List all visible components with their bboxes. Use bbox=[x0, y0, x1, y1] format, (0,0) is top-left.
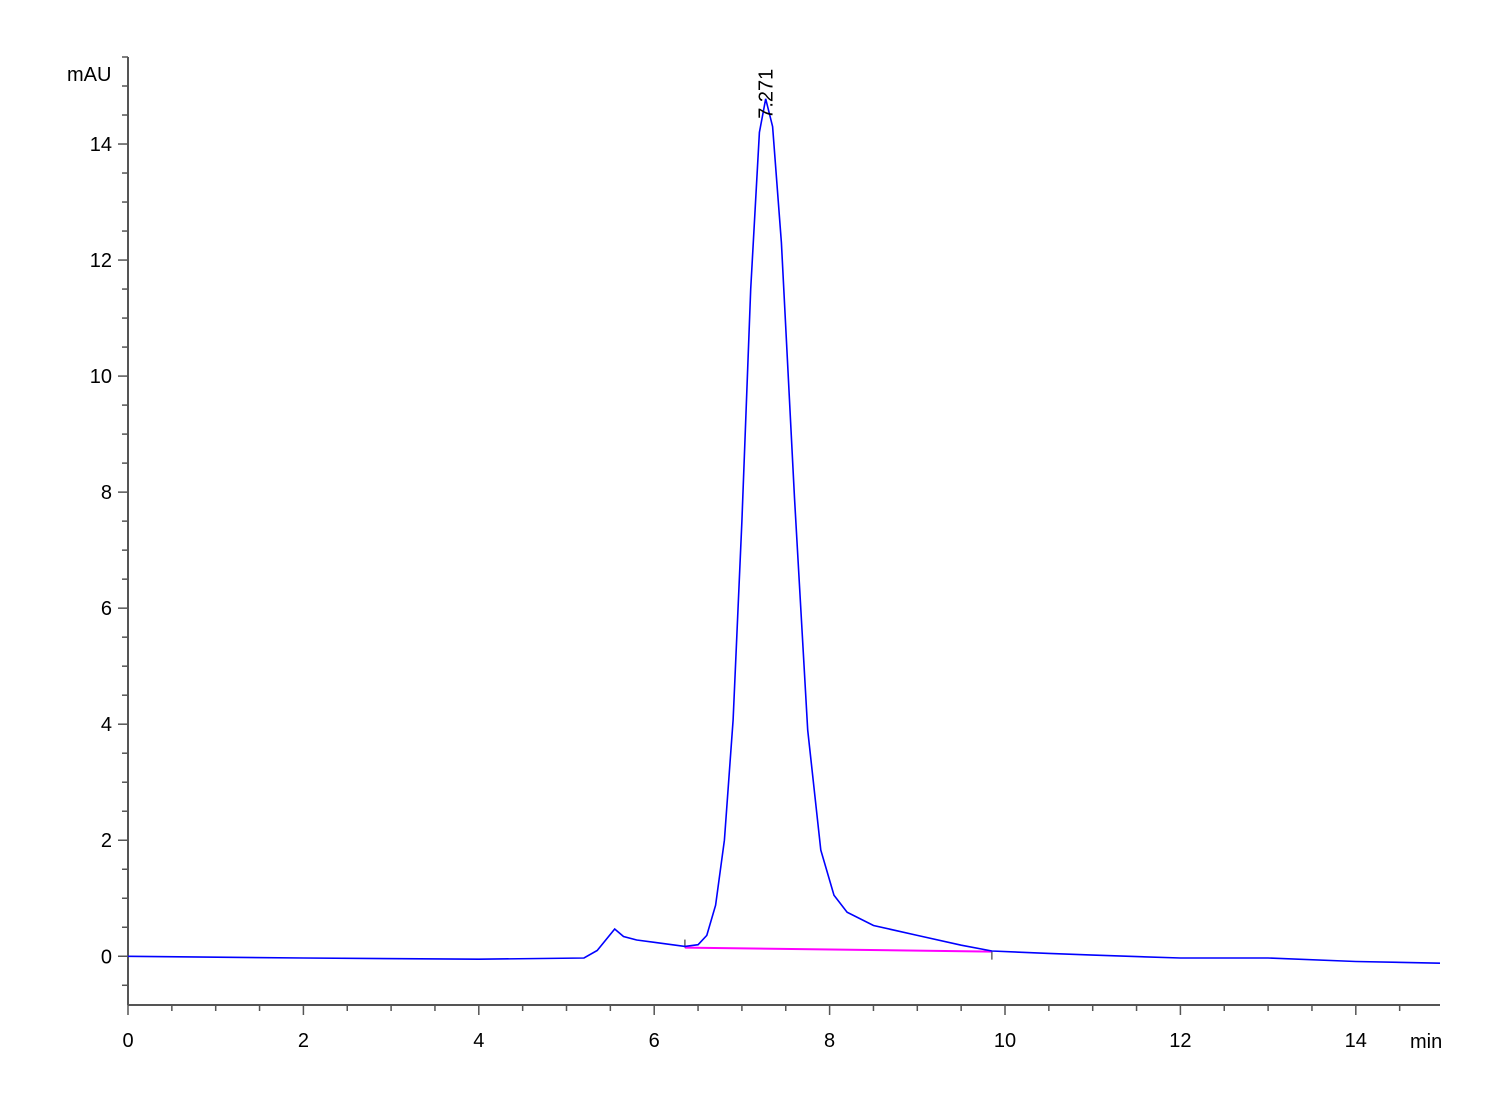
axes bbox=[127, 57, 1440, 1006]
x-tick-label: 2 bbox=[298, 1030, 309, 1052]
x-tick-label: 0 bbox=[122, 1030, 133, 1052]
peak-label: 7.271 bbox=[756, 69, 778, 119]
y-tick-label: 14 bbox=[90, 134, 112, 156]
x-tick-label: 6 bbox=[649, 1030, 660, 1052]
y-axis-label: mAU bbox=[67, 64, 111, 86]
y-tick-label: 4 bbox=[101, 714, 112, 736]
y-tick-label: 2 bbox=[101, 830, 112, 852]
y-tick-label: 6 bbox=[101, 598, 112, 620]
y-tick-label: 10 bbox=[90, 366, 112, 388]
x-tick-label: 10 bbox=[994, 1030, 1016, 1052]
y-tick-label: 0 bbox=[101, 946, 112, 968]
x-tick-label: 4 bbox=[473, 1030, 484, 1052]
y-tick-label: 8 bbox=[101, 482, 112, 504]
x-tick-label: 12 bbox=[1169, 1030, 1191, 1052]
integration-baseline bbox=[684, 946, 992, 953]
x-tick-label: 14 bbox=[1345, 1030, 1367, 1052]
x-axis-label: min bbox=[1410, 1031, 1442, 1053]
x-tick-label: 8 bbox=[824, 1030, 835, 1052]
y-tick-label: 12 bbox=[90, 250, 112, 272]
signal-trace bbox=[127, 98, 1441, 964]
ticks: 0 2 4 6 8 10 12 14 0 2 4 6 8 10 12 14 bbox=[90, 56, 1401, 1052]
